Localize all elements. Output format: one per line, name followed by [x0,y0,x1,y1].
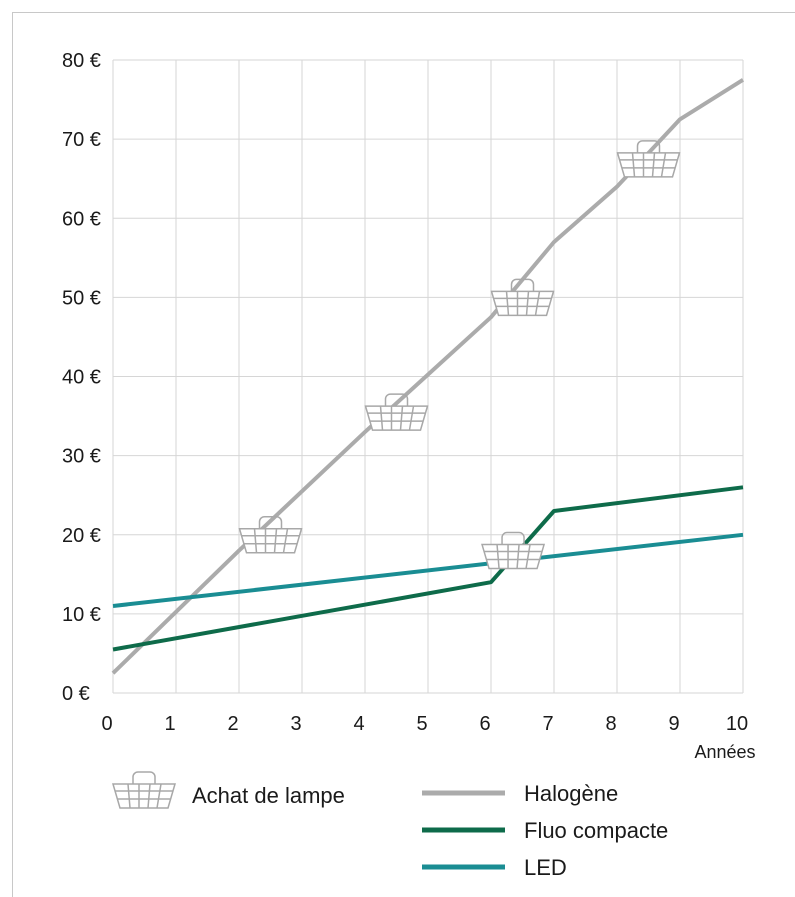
legend-label-halogène: Halogène [524,781,618,806]
legend-label-led: LED [524,855,567,880]
y-tick-label: 70 € [62,129,101,151]
y-tick-label: 40 € [62,367,101,389]
x-tick-label: 5 [416,713,427,735]
y-axis-ticks: 0 € 10 € 20 € 30 € 40 € 50 € 60 € 70 € 80 € [62,50,101,705]
x-tick-label: 1 [164,713,175,735]
y-tick-label: 50 € [62,287,101,309]
x-tick-label: 8 [605,713,616,735]
x-tick-label: 6 [479,713,490,735]
x-tick-label: 7 [542,713,553,735]
legend-basket-glyph [112,771,176,809]
y-tick-label: 10 € [62,604,101,626]
x-tick-label: 9 [668,713,679,735]
x-axis-ticks: 0 1 2 3 4 5 6 7 8 9 10 [101,713,748,735]
purchase-markers [238,140,681,570]
chart-frame [12,12,795,897]
basket-icon [481,531,546,570]
legend-basket-icon [112,771,176,809]
y-tick-label: 80 € [62,50,101,72]
x-tick-label: 10 [726,713,748,735]
x-tick-label: 2 [227,713,238,735]
y-tick-label: 60 € [62,208,101,230]
basket-icon [616,140,681,178]
x-tick-label: 4 [353,713,364,735]
x-axis-unit-label: Années [694,742,755,762]
basket-icon [238,515,303,554]
y-tick-label: 30 € [62,446,101,468]
basket-icon [490,278,555,317]
basket-icon [364,393,429,431]
legend-label-fluo-compacte: Fluo compacte [524,818,668,843]
series-line-led [112,532,744,608]
legend-marker-label: Achat de lampe [192,783,345,808]
x-tick-label: 3 [290,713,301,735]
x-tick-label: 0 [101,713,112,735]
y-tick-label: 20 € [62,525,101,547]
legend: Achat de lampe Halogène Fluo compacte LED [112,771,668,880]
y-tick-label: 0 € [62,683,90,705]
